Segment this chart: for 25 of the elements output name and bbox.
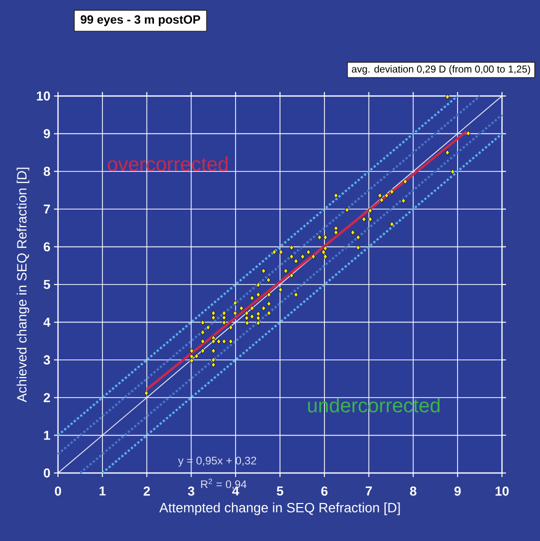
y-tick-label: 5 [44,280,50,290]
y-tick-label: 6 [44,242,50,252]
y-tick-label: 9 [44,129,50,138]
x-tick-label: 9 [454,486,461,496]
y-tick-label: 4 [43,318,50,327]
x-tick-label: 1 [100,486,106,496]
y-tick-label: 1 [44,430,50,440]
y-tick-label: 2 [44,393,50,402]
x-tick-label: 8 [410,486,416,496]
y-tick-label: 0 [44,468,50,478]
x-tick-label: 3 [188,486,194,496]
x-axis-title: Attempted change in SEQ Refraction [D] [159,502,400,516]
x-tick-label: 2 [144,486,150,496]
chart-subtitle: avg. deviation 0,29 D (from 0,00 to 1,25) [352,65,530,75]
x-tick-label: 0 [54,486,62,496]
x-tick-label: 5 [276,486,284,496]
x-tick-label: 6 [321,486,328,496]
y-tick-label: 10 [36,91,50,101]
x-tick-label: 7 [366,486,372,496]
x-tick-label: 10 [496,486,509,496]
chart-title: 99 eyes - 3 m postOP [80,15,200,26]
y-tick-label: 8 [44,166,50,176]
y-axis-title: Achieved change in SEQ Refraction [D] [16,168,30,402]
y-tick-label: 7 [44,204,50,214]
y-tick-label: 3 [44,355,50,364]
